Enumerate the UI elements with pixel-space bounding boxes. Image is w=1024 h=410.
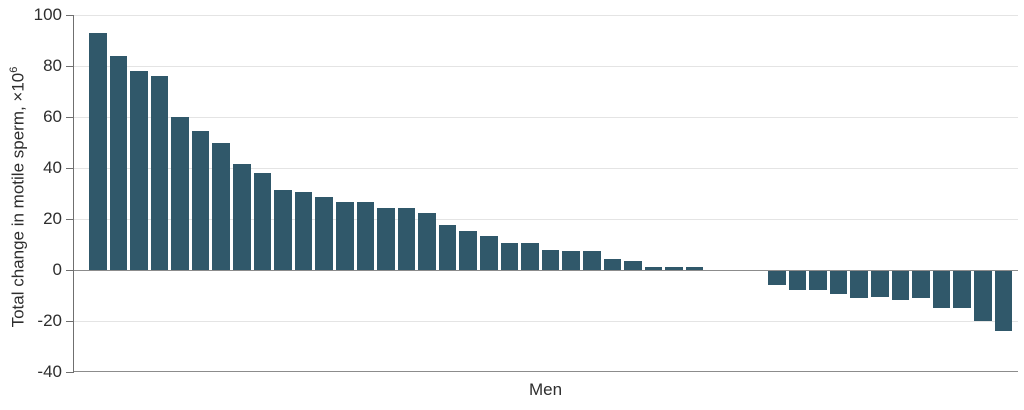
bar bbox=[685, 267, 704, 270]
bar bbox=[912, 271, 930, 298]
gridline bbox=[73, 15, 1018, 16]
y-tick-mark bbox=[66, 117, 73, 118]
y-tick-label: 100 bbox=[33, 5, 62, 24]
bar bbox=[233, 164, 251, 270]
bar bbox=[191, 131, 210, 270]
bar bbox=[480, 235, 498, 270]
bar bbox=[377, 207, 395, 270]
y-tick-label: 60 bbox=[43, 107, 62, 126]
y-axis-line bbox=[73, 15, 74, 373]
y-tick-label: 20 bbox=[43, 209, 62, 228]
bar bbox=[274, 189, 292, 270]
gridline bbox=[73, 66, 1018, 67]
bar bbox=[150, 76, 169, 270]
bar bbox=[562, 250, 580, 270]
bar bbox=[459, 230, 478, 270]
bar bbox=[130, 71, 148, 270]
bar bbox=[829, 271, 848, 294]
zero-line bbox=[73, 270, 1018, 271]
bar bbox=[521, 243, 539, 270]
bar bbox=[768, 271, 786, 285]
bar bbox=[438, 225, 457, 270]
y-tick-mark bbox=[66, 168, 73, 169]
bar bbox=[253, 173, 272, 270]
bar bbox=[973, 271, 992, 321]
y-tick-label: 40 bbox=[43, 158, 62, 177]
bar bbox=[315, 197, 333, 270]
bar bbox=[109, 55, 128, 270]
bar bbox=[624, 261, 642, 270]
x-axis-line bbox=[73, 371, 1018, 372]
bar bbox=[644, 267, 663, 270]
bar bbox=[932, 271, 951, 308]
bar bbox=[500, 243, 519, 270]
y-tick-label: 0 bbox=[52, 260, 62, 279]
bar bbox=[356, 202, 375, 270]
y-tick-mark bbox=[66, 321, 73, 322]
bar bbox=[665, 267, 683, 270]
y-tick-label: 80 bbox=[43, 56, 62, 75]
y-tick-mark bbox=[66, 66, 73, 67]
bar bbox=[871, 271, 889, 297]
bar bbox=[582, 250, 601, 270]
bar bbox=[397, 207, 416, 270]
gridline bbox=[73, 219, 1018, 220]
y-axis-title: Total change in motile sperm, ×106 bbox=[8, 47, 30, 347]
y-tick-label: -40 bbox=[37, 362, 62, 381]
bar bbox=[891, 271, 910, 301]
y-tick-mark bbox=[66, 15, 73, 16]
bar bbox=[850, 271, 869, 298]
gridline bbox=[73, 168, 1018, 169]
bar bbox=[994, 271, 1013, 331]
bar bbox=[335, 202, 354, 270]
bar bbox=[418, 212, 436, 270]
y-tick-mark bbox=[66, 372, 73, 373]
bar bbox=[294, 192, 313, 270]
bar bbox=[603, 258, 622, 270]
gridline bbox=[73, 117, 1018, 118]
y-tick-mark bbox=[66, 219, 73, 220]
bar bbox=[809, 271, 827, 291]
bar bbox=[89, 32, 107, 270]
bar bbox=[953, 271, 971, 308]
gridline bbox=[73, 321, 1018, 322]
y-tick-mark bbox=[66, 270, 73, 271]
bar bbox=[541, 249, 560, 270]
bar bbox=[788, 271, 807, 291]
bar bbox=[212, 142, 231, 270]
x-axis-title: Men bbox=[528, 380, 563, 399]
plot-area bbox=[73, 15, 1018, 372]
y-tick-label: -20 bbox=[37, 311, 62, 330]
bar bbox=[171, 117, 189, 270]
